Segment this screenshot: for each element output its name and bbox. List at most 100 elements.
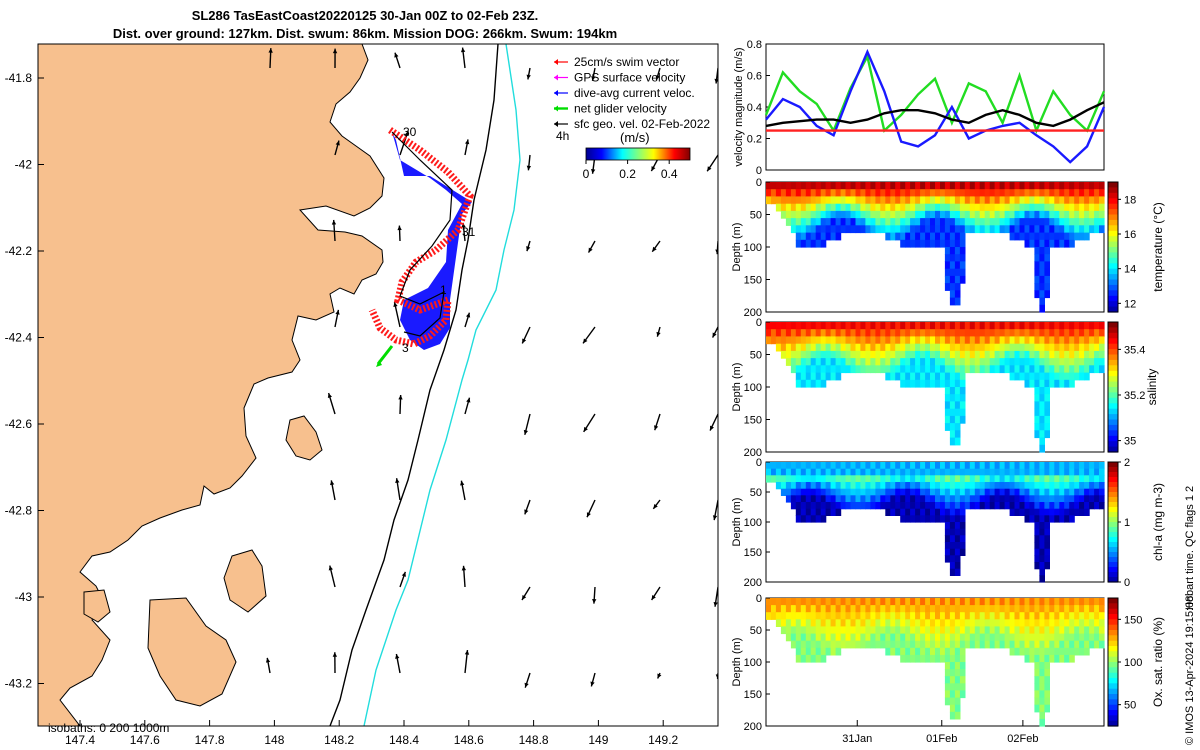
- section-cell: [1034, 350, 1040, 359]
- section-cell: [964, 322, 971, 330]
- section-cell: [935, 619, 941, 627]
- section-cell: [890, 508, 896, 516]
- section-cell: [865, 225, 871, 234]
- section-cell: [1059, 232, 1065, 241]
- section-cell: [915, 654, 921, 663]
- section-colorbar-cell: [1108, 688, 1118, 695]
- section-cell: [775, 343, 782, 352]
- section-cell: [1039, 387, 1045, 395]
- section-cell: [885, 358, 891, 366]
- section-cell: [920, 647, 926, 656]
- section-cell: [900, 468, 906, 476]
- section-cell: [905, 232, 911, 241]
- section-cell: [795, 598, 802, 606]
- section-cell: [1034, 365, 1040, 374]
- plot-title-line-2: Dist. over ground: 127km. Dist. swum: 86…: [112, 26, 618, 41]
- section-cell: [815, 515, 822, 523]
- section-cell: [1044, 683, 1050, 691]
- section-colorbar-cell: [1108, 537, 1118, 543]
- section-cell: [835, 619, 842, 627]
- section-cell: [1004, 343, 1011, 352]
- section-cell: [810, 343, 817, 352]
- section-cell: [800, 598, 807, 606]
- section-cell: [780, 475, 787, 483]
- section-cell: [825, 612, 832, 620]
- section-cell: [820, 372, 827, 381]
- section-cell: [1024, 358, 1031, 366]
- section-cell: [925, 203, 931, 212]
- section-cell: [1049, 482, 1055, 490]
- section-cell: [1084, 482, 1090, 490]
- velocity-arrowhead: [591, 76, 596, 81]
- section-cell: [790, 343, 797, 352]
- section-cell: [905, 468, 911, 476]
- section-cell: [1074, 210, 1080, 219]
- section-cell: [825, 468, 832, 476]
- section-cell: [994, 468, 1001, 476]
- section-colorbar-cell: [1108, 482, 1118, 488]
- section-cell: [790, 482, 797, 490]
- section-cell: [1014, 598, 1021, 606]
- section-cell: [1044, 508, 1050, 516]
- section-cell: [964, 612, 971, 620]
- section-cell: [1079, 203, 1085, 212]
- section-cell: [1084, 468, 1090, 476]
- section-cell: [800, 239, 807, 248]
- section-cell: [840, 502, 847, 510]
- section-cell: [940, 365, 946, 374]
- velocity-arrowhead: [657, 673, 662, 679]
- section-cell: [1039, 408, 1045, 417]
- section-cell: [810, 358, 817, 366]
- section-cell: [1039, 401, 1045, 410]
- section-cell: [800, 358, 807, 366]
- section-cell: [944, 640, 951, 649]
- section-colorbar-cell: [1108, 527, 1118, 533]
- section-cell: [1004, 322, 1011, 330]
- section-cell: [805, 189, 812, 197]
- section-cell: [1059, 225, 1065, 234]
- section-cell: [810, 239, 817, 248]
- section-cell: [915, 210, 921, 219]
- section-cell: [795, 343, 802, 352]
- section-cell: [974, 598, 981, 606]
- section-cell: [1019, 232, 1026, 241]
- section-cell: [935, 612, 941, 620]
- section-cell: [1089, 462, 1095, 470]
- section-cell: [895, 605, 901, 613]
- section-cell: [1024, 239, 1031, 248]
- section-cell: [1059, 358, 1065, 366]
- section-cell: [1064, 182, 1070, 190]
- section-cell: [1079, 336, 1085, 345]
- section-cell: [1024, 515, 1031, 523]
- isobaths-legend: isobaths: 0 200 1000m: [48, 721, 169, 735]
- section-cell: [1034, 372, 1040, 381]
- section-cell: [1039, 683, 1045, 691]
- section-cell: [1069, 329, 1075, 337]
- section-cell: [870, 196, 876, 205]
- section-cell: [830, 475, 837, 483]
- section-cell: [1059, 343, 1065, 352]
- section-colorbar-cell: [1108, 608, 1118, 615]
- section-cell: [825, 372, 832, 381]
- section-cell: [1084, 203, 1090, 212]
- section-cell: [944, 515, 951, 523]
- section-cell: [1029, 196, 1035, 205]
- section-cell: [880, 468, 886, 476]
- section-cell: [900, 619, 906, 627]
- section-cell: [959, 408, 966, 417]
- section-colorbar-cell: [1108, 715, 1118, 722]
- section-cell: [1034, 619, 1040, 627]
- section-cell: [920, 218, 926, 226]
- section-cell: [959, 488, 966, 496]
- section-cell: [1079, 232, 1085, 241]
- section-cell: [825, 365, 832, 374]
- section-colorbar-cell: [1108, 522, 1118, 528]
- section-cell: [974, 502, 981, 510]
- section-cell: [895, 358, 901, 366]
- section-cell: [815, 189, 822, 197]
- section-cell: [935, 218, 941, 226]
- section-cell: [944, 218, 951, 226]
- section-cell: [830, 336, 837, 345]
- section-cell: [979, 189, 986, 197]
